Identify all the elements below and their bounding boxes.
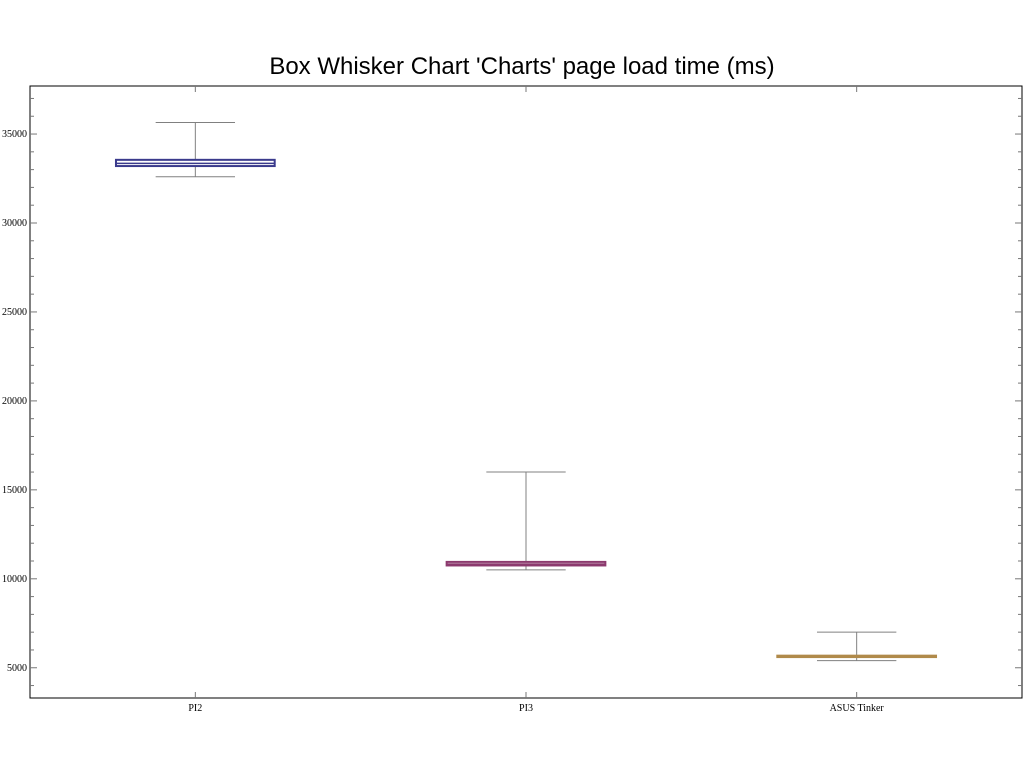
tick-labels: 5000 10000 15000 20000 25000 30000 35000 PI2 PI3… bbox=[2, 129, 884, 714]
y-tick-label: 25000 bbox=[2, 307, 27, 318]
plot-frame bbox=[29, 85, 1023, 699]
box-pi3 bbox=[445, 471, 607, 571]
x-tick-label: ASUS Tinker bbox=[830, 703, 885, 714]
y-tick-label: 5000 bbox=[7, 663, 27, 674]
x-tick-label: PI3 bbox=[519, 703, 533, 714]
box-asus-tinker bbox=[776, 631, 938, 662]
y-tick-label: 30000 bbox=[2, 218, 27, 229]
x-tick-label: PI2 bbox=[188, 703, 202, 714]
box-pi2 bbox=[114, 121, 276, 178]
box-series bbox=[114, 121, 938, 662]
y-tick-label: 10000 bbox=[2, 574, 27, 585]
chart-title: Box Whisker Chart 'Charts' page load tim… bbox=[269, 53, 774, 80]
y-tick-label: 35000 bbox=[2, 129, 27, 140]
y-tick-label: 20000 bbox=[2, 396, 27, 407]
y-tick-label: 15000 bbox=[2, 485, 27, 496]
axis-ticks bbox=[30, 86, 1022, 698]
